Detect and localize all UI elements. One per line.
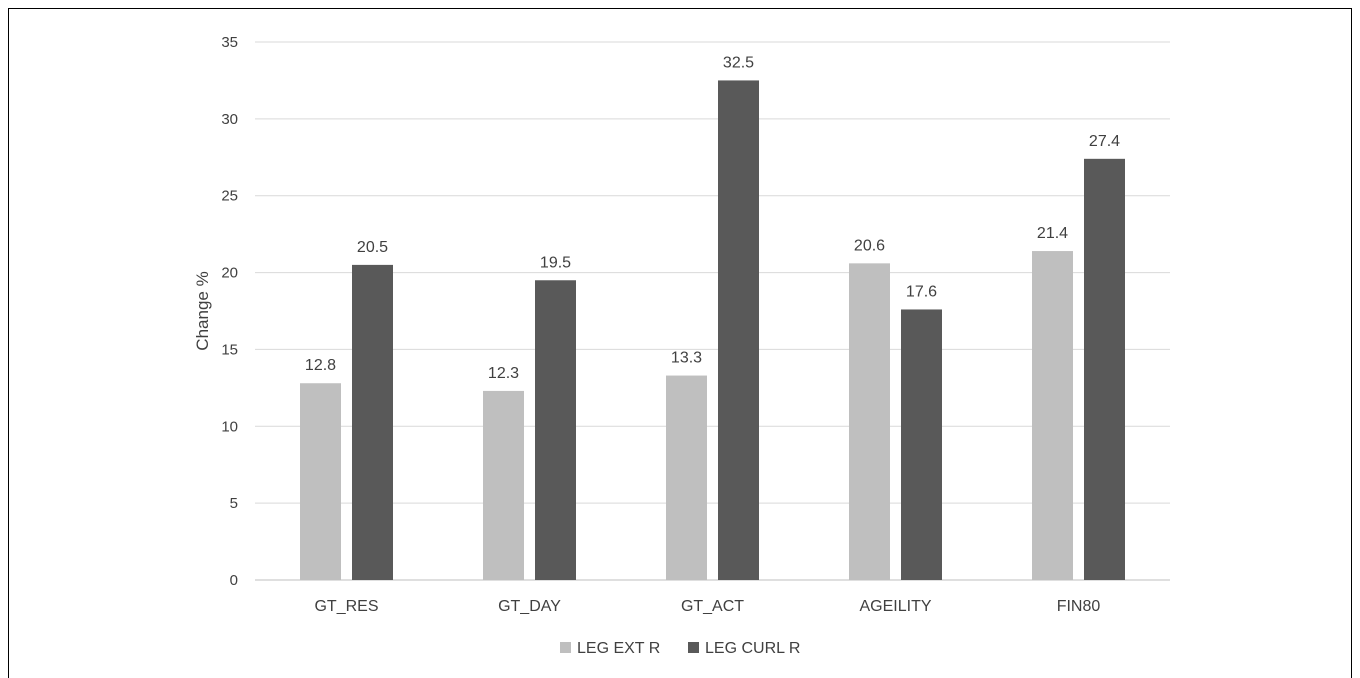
gridlines <box>255 41 1170 581</box>
y-tick-label: 15 <box>221 341 238 358</box>
data-label: 12.8 <box>305 357 336 374</box>
data-label: 13.3 <box>671 350 702 367</box>
bar <box>352 264 393 580</box>
data-labels: 12.8 20.5 12.3 19.5 13.3 32.5 20.6 17.6 21.4 27.4 <box>305 54 1120 382</box>
data-label: 20.5 <box>357 239 388 256</box>
x-axis-labels: GT_RES GT_DAY GT_ACT AGEILITY FIN80 <box>314 598 1100 615</box>
y-tick-label: 25 <box>221 188 238 205</box>
x-tick-label: FIN80 <box>1057 598 1101 615</box>
x-tick-label: GT_ACT <box>681 598 744 615</box>
y-tick-label: 35 <box>221 34 238 51</box>
bar <box>849 263 890 580</box>
data-label: 20.6 <box>854 237 885 254</box>
legend-swatch <box>688 642 699 653</box>
x-tick-label: GT_DAY <box>498 598 561 615</box>
y-tick-label: 30 <box>221 111 238 128</box>
data-label: 19.5 <box>540 254 571 271</box>
y-tick-label: 10 <box>221 418 238 435</box>
data-label: 21.4 <box>1037 225 1068 242</box>
bar <box>1032 251 1073 580</box>
bar <box>300 383 341 580</box>
bar <box>1084 158 1125 580</box>
data-label: 17.6 <box>906 283 937 300</box>
bars <box>300 80 1125 580</box>
bar <box>901 309 942 580</box>
bar <box>535 280 576 580</box>
data-label: 12.3 <box>488 365 519 382</box>
y-axis-title: Change % <box>193 271 212 350</box>
x-tick-label: GT_RES <box>314 598 378 615</box>
legend-label: LEG EXT R <box>577 640 660 657</box>
y-tick-label: 5 <box>230 495 238 512</box>
legend-swatch <box>560 642 571 653</box>
y-tick-label: 20 <box>221 265 238 282</box>
y-tick-label: 0 <box>230 572 238 589</box>
data-label: 32.5 <box>723 54 754 71</box>
data-label: 27.4 <box>1089 133 1120 150</box>
y-axis-ticks: 0 5 10 15 20 25 30 35 <box>221 34 238 589</box>
legend: LEG EXT R LEG CURL R <box>560 640 800 657</box>
bar <box>666 375 707 580</box>
bar <box>483 390 524 580</box>
bar <box>718 80 759 580</box>
x-tick-label: AGEILITY <box>859 598 931 615</box>
legend-label: LEG CURL R <box>705 640 800 657</box>
